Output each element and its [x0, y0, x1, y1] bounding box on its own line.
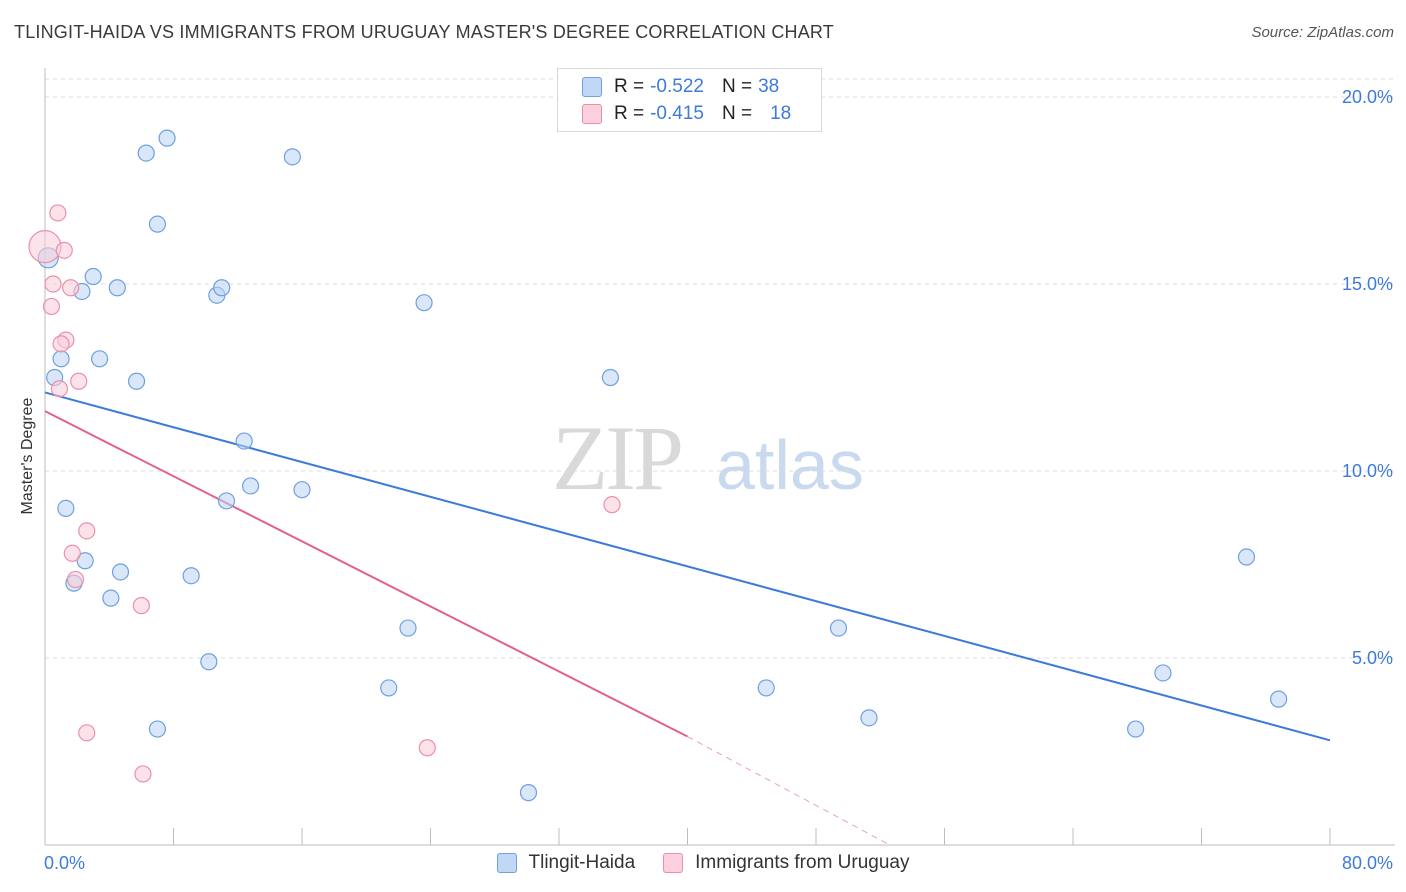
point-tlingit [84, 267, 102, 286]
point-uruguay [55, 241, 73, 259]
stats-legend: R = -0.522 N = 38 R = -0.415 N = 18 [557, 68, 822, 132]
point-uruguay [78, 522, 96, 540]
point-tlingit [57, 499, 75, 517]
point-tlingit [519, 784, 538, 802]
legend-swatch-pink [582, 104, 602, 124]
point-tlingit [127, 372, 146, 390]
point-tlingit [52, 350, 70, 368]
legend-swatch-blue [582, 77, 602, 97]
legend-r-label: R = [614, 103, 645, 124]
point-uruguay [42, 297, 61, 316]
point-uruguay [52, 335, 70, 353]
y-tick-label: 15.0% [1342, 274, 1393, 294]
point-uruguay [28, 230, 62, 264]
point-tlingit [213, 279, 231, 297]
point-tlingit [283, 148, 301, 166]
legend-label-tlingit: Tlingit-Haida [528, 852, 636, 873]
point-tlingit [91, 350, 109, 368]
point-tlingit [242, 477, 260, 495]
legend-n-label: N = [721, 103, 753, 124]
series-legend: Tlingit-Haida Immigrants from Uruguay [0, 852, 1406, 874]
point-tlingit [860, 709, 878, 727]
legend-item-uruguay: Immigrants from Uruguay [663, 852, 910, 874]
point-tlingit [102, 589, 120, 607]
legend-swatch-blue [496, 853, 517, 873]
y-tick-label: 5.0% [1352, 648, 1393, 668]
point-tlingit [182, 567, 200, 585]
point-uruguay [418, 739, 436, 757]
trend-line-uruguay [44, 410, 688, 738]
point-uruguay [603, 496, 621, 514]
point-tlingit [1127, 720, 1145, 738]
point-uruguay [63, 544, 81, 562]
legend-item-tlingit: Tlingit-Haida [496, 852, 636, 874]
point-tlingit [235, 432, 253, 450]
point-tlingit [158, 129, 176, 147]
point-tlingit [217, 492, 236, 510]
trend-line-extension [687, 736, 891, 846]
legend-n-value: 38 [758, 76, 780, 97]
point-uruguay [50, 380, 69, 398]
legend-r-label: R = [614, 76, 645, 97]
point-uruguay [44, 275, 62, 293]
point-uruguay [49, 204, 67, 222]
legend-n-value: 18 [770, 103, 792, 124]
watermark-zip: ZIP [552, 407, 684, 509]
legend-swatch-pink [663, 853, 684, 873]
x-tick-label: 0.0% [44, 853, 85, 873]
axes [44, 68, 1395, 846]
point-tlingit [399, 619, 417, 637]
legend-label-uruguay: Immigrants from Uruguay [695, 852, 910, 873]
grid-lines [45, 78, 1395, 659]
point-uruguay [62, 279, 80, 297]
legend-r-value: -0.522 [650, 76, 704, 97]
point-tlingit [148, 215, 167, 233]
point-uruguay [78, 724, 96, 742]
point-uruguay [70, 372, 88, 390]
point-tlingit [380, 679, 398, 697]
legend-r-value: -0.415 [650, 103, 704, 124]
point-tlingit [829, 619, 848, 637]
y-tick-label: 20.0% [1342, 87, 1393, 107]
point-tlingit [601, 368, 620, 387]
point-tlingit [76, 552, 94, 570]
point-tlingit [293, 481, 311, 499]
point-tlingit [1237, 548, 1256, 566]
source-label: Source: ZipAtlas.com [1251, 24, 1394, 41]
tick-labels: 5.0% 10.0% 15.0% 20.0% 0.0% 80.0% [44, 87, 1393, 873]
point-tlingit [1154, 664, 1172, 682]
y-tick-label: 10.0% [1342, 461, 1393, 481]
legend-row-uruguay: R = -0.415 N = 18 [582, 102, 791, 126]
point-tlingit [108, 279, 126, 297]
y-axis-title: Master's Degree [19, 397, 36, 515]
point-tlingit [148, 720, 167, 738]
x-tick-label: 80.0% [1342, 853, 1393, 873]
watermark-atlas: atlas [716, 426, 864, 504]
legend-row-tlingit: R = -0.522 N = 38 [582, 75, 779, 99]
point-tlingit [1269, 690, 1288, 708]
point-tlingit [415, 294, 433, 312]
chart-title: TLINGIT-HAIDA VS IMMIGRANTS FROM URUGUAY… [14, 22, 834, 42]
point-uruguay [132, 597, 150, 615]
point-tlingit [200, 653, 218, 671]
point-uruguay [134, 765, 152, 783]
point-tlingit [137, 144, 155, 162]
legend-n-label: N = [721, 76, 753, 97]
point-tlingit [111, 563, 130, 581]
data-points [28, 129, 1288, 802]
trend-line-tlingit [44, 391, 1331, 742]
point-tlingit [757, 679, 775, 697]
trend-lines [44, 391, 1331, 846]
point-uruguay [66, 570, 85, 589]
